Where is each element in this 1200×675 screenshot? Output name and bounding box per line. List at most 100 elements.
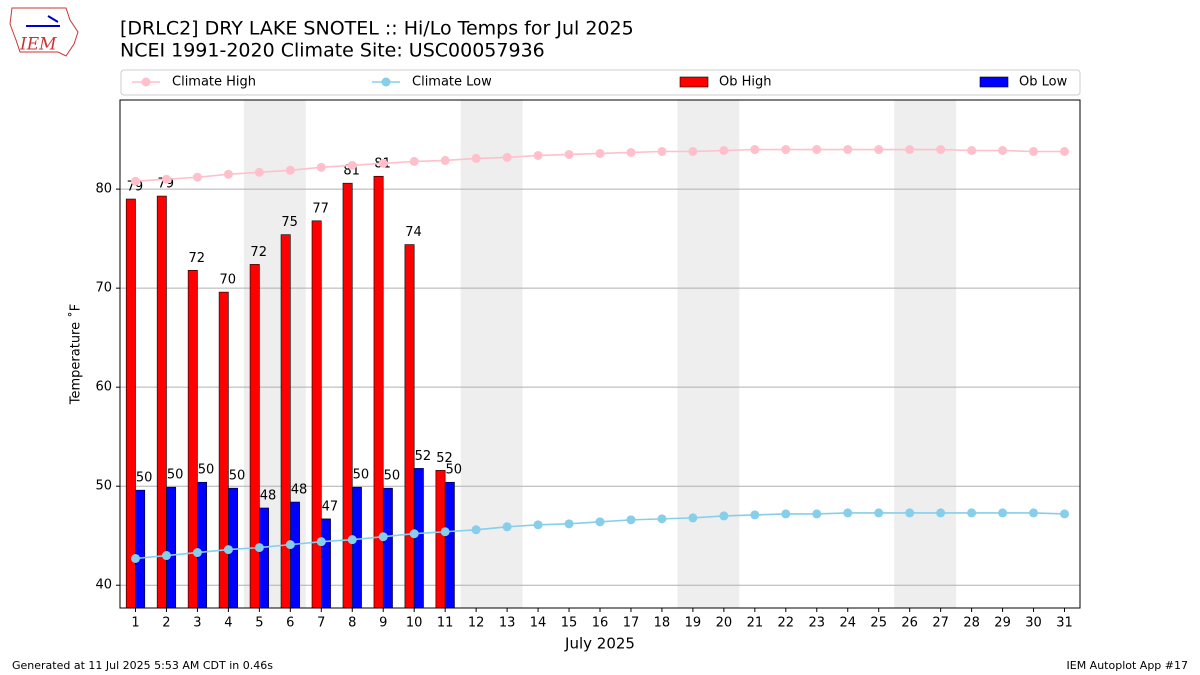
y-tick-label: 40 [95,578,112,593]
x-tick-label: 21 [747,616,764,631]
climate-marker [967,508,977,518]
x-tick-label: 11 [437,616,454,631]
value-label: 52 [415,449,432,464]
x-tick-label: 6 [286,616,294,631]
x-tick-label: 22 [778,616,795,631]
x-tick-label: 15 [561,616,578,631]
climate-marker [967,146,977,156]
legend-label: Climate Low [412,75,492,90]
climate-marker [688,146,698,156]
climate-marker [378,532,388,542]
climate-marker [688,513,698,523]
climate-marker [316,162,326,172]
climate-marker [812,145,822,155]
bar [259,507,269,609]
x-tick-label: 17 [623,616,640,631]
climate-marker [719,511,729,521]
x-axis-label: July 2025 [564,635,635,653]
bar [342,182,353,609]
legend-swatch [679,76,709,88]
x-tick-label: 18 [654,616,671,631]
weekend-shade [677,100,740,608]
climate-marker [595,148,605,158]
climate-marker [719,146,729,156]
x-tick-label: 28 [963,616,980,631]
value-label: 50 [384,469,401,484]
legend-marker [381,77,391,87]
climate-marker [905,145,915,155]
x-tick-label: 20 [716,616,733,631]
x-tick-label: 30 [1025,616,1042,631]
bar [435,470,446,609]
x-tick-label: 4 [224,616,232,631]
y-tick-label: 80 [95,182,112,197]
bar [290,501,300,609]
y-axis-label: Temperature ˚F [68,304,84,405]
climate-marker [998,146,1008,156]
weekend-shade [894,100,957,608]
climate-marker [874,508,884,518]
x-tick-label: 25 [870,616,887,631]
climate-marker [595,517,605,527]
value-label: 75 [281,215,298,230]
climate-marker [626,147,636,157]
climate-marker [192,548,202,558]
x-tick-label: 7 [317,616,325,631]
x-tick-label: 14 [530,616,547,631]
x-tick-label: 13 [499,616,516,631]
bar [249,264,260,609]
value-label: 48 [291,483,308,498]
climate-marker [812,509,822,519]
climate-marker [533,520,543,530]
climate-marker [657,146,667,156]
bar [311,220,322,609]
climate-marker [347,535,357,545]
bar [404,244,415,609]
climate-marker [936,508,946,518]
climate-marker [874,145,884,155]
climate-marker [657,514,667,524]
x-tick-label: 8 [348,616,356,631]
x-tick-label: 1 [131,616,139,631]
climate-marker [936,145,946,155]
climate-marker [533,150,543,160]
climate-marker [130,176,140,186]
climate-marker [843,508,853,518]
climate-marker [130,553,140,563]
climate-marker [440,527,450,537]
x-tick-label: 12 [468,616,485,631]
x-tick-label: 2 [162,616,170,631]
climate-marker [750,145,760,155]
climate-marker [440,155,450,165]
climate-marker [843,145,853,155]
climate-marker [471,525,481,535]
x-tick-label: 26 [901,616,918,631]
x-tick-label: 24 [839,616,856,631]
climate-marker [564,149,574,159]
bar [444,481,455,609]
bar [135,489,146,609]
climate-marker [1060,146,1070,156]
y-tick-label: 50 [95,479,112,494]
value-label: 52 [436,451,453,466]
value-label: 50 [229,469,246,484]
climate-marker [750,510,760,520]
climate-marker [471,153,481,163]
bar [280,234,291,609]
climate-marker [502,522,512,532]
climate-marker [223,169,233,179]
value-label: 47 [322,499,339,514]
x-tick-label: 29 [994,616,1011,631]
x-tick-label: 3 [193,616,201,631]
climate-marker [161,174,171,184]
climate-marker [1060,509,1070,519]
climate-marker [1029,146,1039,156]
legend-label: Climate High [172,75,256,90]
logo: IEM [9,7,79,57]
climate-marker [378,158,388,168]
bar [197,481,208,609]
climate-marker [1029,508,1039,518]
climate-marker [781,509,791,519]
x-tick-label: 9 [379,616,387,631]
